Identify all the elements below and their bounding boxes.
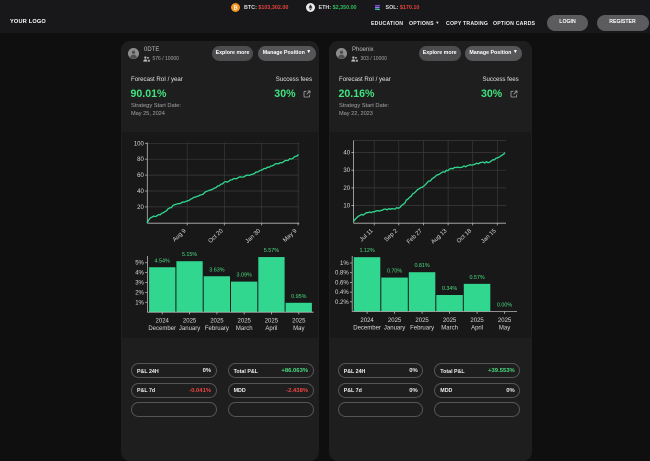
svg-text:April: April bbox=[471, 326, 483, 332]
svg-text:2024: 2024 bbox=[360, 318, 374, 324]
svg-text:April: April bbox=[265, 326, 277, 332]
svg-text:100: 100 bbox=[134, 141, 145, 147]
svg-text:3%: 3% bbox=[135, 281, 144, 287]
svg-text:5.15%: 5.15% bbox=[182, 252, 197, 258]
svg-text:0.81%: 0.81% bbox=[414, 263, 429, 269]
svg-text:0.00%: 0.00% bbox=[497, 303, 512, 309]
svg-text:80: 80 bbox=[137, 157, 144, 163]
svg-text:2025: 2025 bbox=[238, 319, 252, 325]
svg-text:January: January bbox=[384, 326, 405, 332]
svg-text:2025: 2025 bbox=[443, 318, 457, 324]
svg-text:0.8%: 0.8% bbox=[335, 271, 349, 277]
svg-text:40: 40 bbox=[137, 189, 144, 195]
svg-text:2025: 2025 bbox=[470, 318, 484, 324]
svg-text:March: March bbox=[441, 326, 458, 332]
svg-text:May: May bbox=[293, 326, 304, 332]
svg-text:March: March bbox=[236, 326, 253, 332]
svg-text:4%: 4% bbox=[135, 271, 144, 277]
svg-text:3.09%: 3.09% bbox=[237, 273, 252, 279]
svg-text:0.2%: 0.2% bbox=[335, 300, 349, 306]
svg-text:2025: 2025 bbox=[498, 318, 512, 324]
svg-text:5%: 5% bbox=[135, 261, 144, 267]
svg-text:0.4%: 0.4% bbox=[335, 290, 349, 296]
svg-text:60: 60 bbox=[137, 173, 144, 179]
svg-text:3.63%: 3.63% bbox=[209, 267, 224, 273]
svg-text:February: February bbox=[410, 326, 434, 332]
svg-text:40: 40 bbox=[343, 151, 350, 157]
svg-text:December: December bbox=[353, 326, 381, 332]
svg-text:0.34%: 0.34% bbox=[442, 286, 457, 292]
svg-text:5.57%: 5.57% bbox=[264, 248, 279, 254]
svg-text:0.95%: 0.95% bbox=[291, 294, 306, 300]
svg-text:1%: 1% bbox=[135, 300, 144, 306]
svg-text:2024: 2024 bbox=[156, 319, 170, 325]
svg-text:February: February bbox=[205, 326, 229, 332]
svg-text:2025: 2025 bbox=[292, 319, 306, 325]
svg-text:2025: 2025 bbox=[415, 318, 429, 324]
svg-text:1.12%: 1.12% bbox=[359, 248, 374, 254]
svg-text:30: 30 bbox=[343, 168, 350, 174]
svg-text:2%: 2% bbox=[135, 290, 144, 296]
svg-text:4.54%: 4.54% bbox=[155, 258, 170, 264]
svg-text:May: May bbox=[499, 326, 510, 332]
svg-text:0.70%: 0.70% bbox=[387, 269, 402, 275]
svg-text:20: 20 bbox=[137, 205, 144, 211]
svg-text:1%: 1% bbox=[340, 261, 349, 267]
svg-text:20: 20 bbox=[343, 186, 350, 192]
svg-text:Jul 11: Jul 11 bbox=[359, 228, 375, 243]
svg-text:2025: 2025 bbox=[183, 319, 197, 325]
svg-text:2025: 2025 bbox=[265, 319, 279, 325]
svg-text:0.6%: 0.6% bbox=[335, 280, 349, 286]
svg-text:2025: 2025 bbox=[388, 318, 402, 324]
svg-text:2025: 2025 bbox=[210, 319, 224, 325]
svg-text:January: January bbox=[179, 326, 200, 332]
svg-text:₿: ₿ bbox=[233, 4, 238, 11]
svg-text:10: 10 bbox=[343, 204, 350, 210]
svg-text:0.57%: 0.57% bbox=[469, 275, 484, 281]
svg-text:December: December bbox=[148, 326, 176, 332]
